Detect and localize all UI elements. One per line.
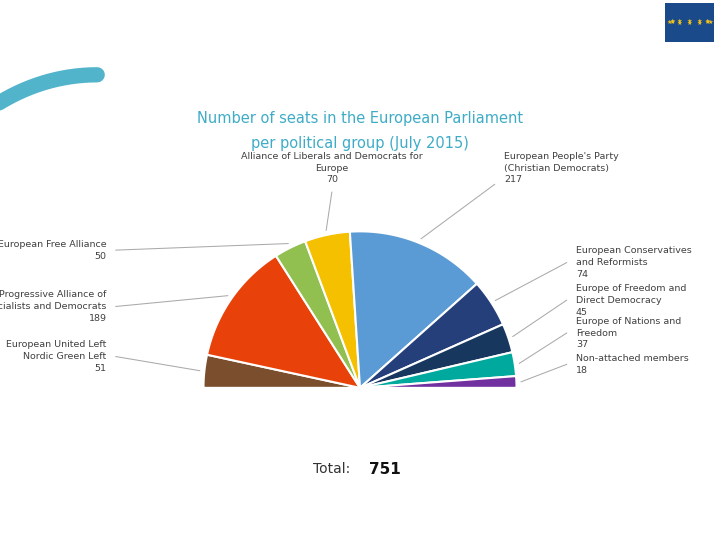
Text: 751: 751 (369, 462, 401, 477)
Polygon shape (360, 376, 516, 388)
Text: Non-attached members
18: Non-attached members 18 (576, 354, 689, 375)
Text: Alliance of Liberals and Democrats for
Europe
70: Alliance of Liberals and Democrats for E… (241, 152, 423, 184)
Text: European United Left
Nordic Green Left
51: European United Left Nordic Green Left 5… (6, 340, 107, 373)
Text: ★: ★ (687, 18, 693, 24)
Text: The European political parties: The European political parties (12, 13, 307, 31)
Text: ★: ★ (670, 19, 675, 24)
Text: Number of seats in the European Parliament: Number of seats in the European Parliame… (197, 111, 523, 126)
FancyBboxPatch shape (665, 3, 714, 42)
Text: ★: ★ (670, 20, 675, 25)
Text: ★: ★ (677, 21, 683, 25)
Polygon shape (276, 241, 360, 388)
Polygon shape (360, 352, 516, 388)
Polygon shape (305, 232, 360, 388)
Text: Greens/European Free Alliance
50: Greens/European Free Alliance 50 (0, 240, 107, 260)
Text: ★: ★ (687, 21, 693, 26)
Text: ★: ★ (704, 19, 710, 24)
Text: Progressive Alliance of
Socialists and Democrats
189: Progressive Alliance of Socialists and D… (0, 290, 107, 323)
Polygon shape (360, 325, 513, 388)
Text: ★: ★ (704, 20, 710, 25)
Text: ★: ★ (667, 19, 672, 25)
Text: ★: ★ (677, 19, 683, 24)
Text: per political group (July 2015): per political group (July 2015) (251, 136, 469, 151)
Text: European Conservatives
and Reformists
74: European Conservatives and Reformists 74 (576, 246, 692, 279)
Polygon shape (360, 284, 503, 388)
Text: Total:: Total: (313, 462, 351, 476)
Text: Europe of Nations and
Freedom
37: Europe of Nations and Freedom 37 (576, 317, 681, 349)
Text: ★: ★ (697, 19, 703, 24)
Text: ★: ★ (707, 19, 713, 25)
Text: ★: ★ (697, 21, 703, 25)
Polygon shape (207, 256, 360, 388)
Polygon shape (350, 231, 477, 388)
Text: European People's Party
(Christian Democrats)
217: European People's Party (Christian Democ… (504, 152, 618, 184)
Polygon shape (204, 355, 360, 388)
Text: Europe of Freedom and
Direct Democracy
45: Europe of Freedom and Direct Democracy 4… (576, 284, 686, 316)
